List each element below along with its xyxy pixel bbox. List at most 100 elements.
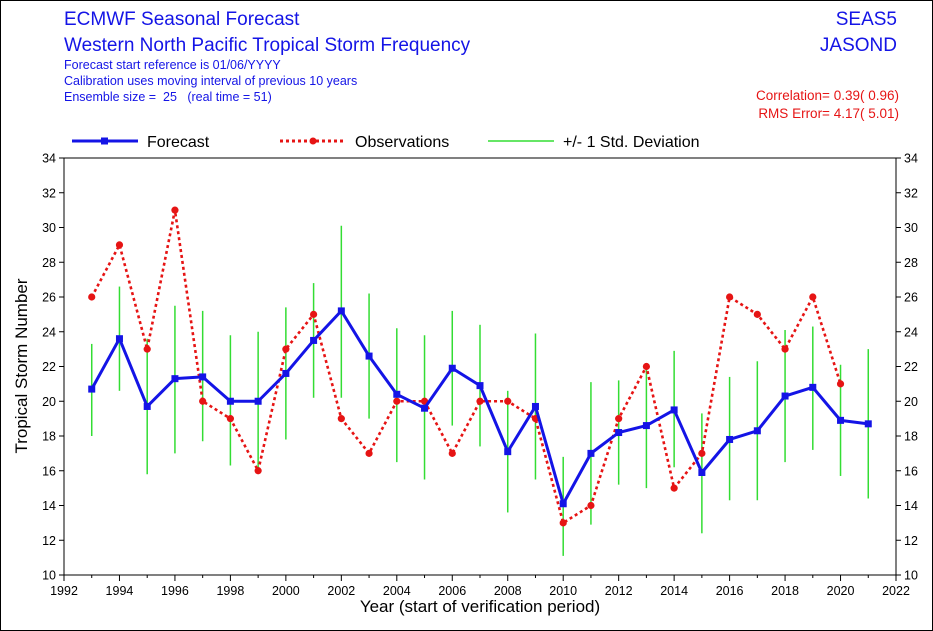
forecast-point xyxy=(365,352,373,360)
x-tick-label: 1994 xyxy=(106,584,134,598)
forecast-point xyxy=(310,336,318,344)
rms-error-score: RMS Error= 4.17( 5.01) xyxy=(758,106,899,121)
observation-point xyxy=(587,501,595,510)
observation-point xyxy=(809,293,817,301)
observation-point xyxy=(781,345,789,353)
forecast-point xyxy=(726,435,734,443)
observation-point xyxy=(282,345,290,353)
observation-point xyxy=(726,293,734,301)
y-tick-label-left: 14 xyxy=(42,499,56,513)
forecast-point xyxy=(393,390,401,398)
forecast-point xyxy=(615,429,623,437)
y-tick-label-right: 20 xyxy=(904,395,918,409)
x-tick-label: 2014 xyxy=(660,584,688,598)
y-tick-label-right: 30 xyxy=(904,221,918,235)
chart-title-line1: ECMWF Seasonal Forecast xyxy=(64,9,300,30)
x-axis: 1992 1994 1996 1998 2000 2002 2004 2006 2008 2010… xyxy=(50,575,910,598)
forecast-point xyxy=(559,500,567,508)
y-tick-label-left: 30 xyxy=(42,221,56,235)
x-tick-label: 2020 xyxy=(827,584,855,598)
y-tick-label-left: 12 xyxy=(42,534,56,548)
observation-point xyxy=(365,449,373,457)
forecast-point xyxy=(837,416,845,424)
y-tick-label-right: 24 xyxy=(904,325,918,339)
x-tick-label: 2004 xyxy=(383,584,411,598)
ensemble-size: Ensemble size = 25 (real time = 51) xyxy=(64,90,272,104)
x-tick-label: 2022 xyxy=(882,584,910,598)
observation-point xyxy=(615,415,623,423)
y-tick-label-right: 16 xyxy=(904,464,918,478)
y-tick-label-left: 10 xyxy=(42,569,56,583)
y-tick-label-left: 20 xyxy=(42,395,56,409)
legend: Forecast Observations +/- 1 Std. Deviati… xyxy=(72,134,700,151)
y-tick-label-left: 16 xyxy=(42,464,56,478)
observation-point xyxy=(836,380,845,388)
y-tick-label-right: 14 xyxy=(904,499,918,513)
observation-point xyxy=(448,449,456,457)
observation-point xyxy=(698,449,706,457)
y-tick-label-left: 32 xyxy=(42,186,56,200)
y-tick-label-right: 12 xyxy=(904,534,918,548)
y-tick-label-left: 18 xyxy=(42,430,56,444)
y-tick-label-left: 22 xyxy=(42,360,56,374)
season-label: JASOND xyxy=(819,35,897,56)
x-tick-label: 2000 xyxy=(272,584,300,598)
y-tick-label-right: 28 xyxy=(904,256,918,270)
observation-point xyxy=(143,345,151,353)
forecast-point xyxy=(143,402,151,410)
forecast-point xyxy=(781,392,789,400)
observation-point xyxy=(88,293,96,301)
forecast-point xyxy=(504,448,512,456)
observation-point xyxy=(115,241,124,249)
y-tick-label-left: 24 xyxy=(42,325,56,339)
x-tick-label: 2002 xyxy=(327,584,355,598)
y-tick-label-left: 34 xyxy=(42,152,56,166)
forecast-point xyxy=(698,468,706,476)
forecast-point xyxy=(115,335,123,343)
forecast-point xyxy=(587,449,595,457)
observation-point xyxy=(476,397,484,405)
forecast-point xyxy=(226,397,234,405)
observation-point xyxy=(504,397,512,405)
observation-point xyxy=(226,415,234,423)
forecast-point xyxy=(337,307,345,315)
legend-observations-label: Observations xyxy=(355,134,449,151)
legend-std-dev-label: +/- 1 Std. Deviation xyxy=(563,134,700,151)
system-label: SEAS5 xyxy=(835,9,897,30)
y-axis-title: Tropical Storm Number xyxy=(12,278,31,453)
y-axis-right: 10 12 14 16 18 20 22 24 26 28 30 32 34 xyxy=(896,152,918,583)
legend-forecast-label: Forecast xyxy=(147,134,210,151)
y-tick-label-right: 34 xyxy=(904,152,918,166)
x-axis-title: Year (start of verification period) xyxy=(360,597,600,616)
forecast-point xyxy=(809,383,817,391)
observations-series xyxy=(88,206,845,527)
x-tick-label: 2012 xyxy=(605,584,633,598)
observation-point xyxy=(642,362,651,371)
observation-point xyxy=(559,519,567,527)
observation-point xyxy=(753,310,761,318)
forecast-point xyxy=(753,427,761,435)
observation-point xyxy=(670,484,678,492)
legend-forecast-marker xyxy=(101,137,108,145)
x-tick-label: 2008 xyxy=(494,584,522,598)
observation-point xyxy=(254,467,262,475)
y-tick-label-right: 18 xyxy=(904,430,918,444)
x-tick-label: 1996 xyxy=(161,584,189,598)
x-tick-label: 2018 xyxy=(771,584,799,598)
forecast-point xyxy=(254,397,262,405)
forecast-series xyxy=(88,307,872,508)
forecast-point xyxy=(864,420,872,428)
observation-point xyxy=(171,206,179,214)
observation-point xyxy=(337,415,345,423)
observation-point xyxy=(393,397,401,405)
observations-line xyxy=(90,209,842,525)
forecast-point xyxy=(448,364,456,372)
y-axis-left: 10 12 14 16 18 20 22 24 26 28 30 32 34 xyxy=(42,152,64,583)
x-tick-label: 2016 xyxy=(716,584,744,598)
observation-point xyxy=(199,397,207,405)
y-tick-label-right: 32 xyxy=(904,186,918,200)
forecast-point xyxy=(476,382,484,390)
legend-observations-marker xyxy=(309,137,317,145)
forecast-point xyxy=(670,406,678,414)
